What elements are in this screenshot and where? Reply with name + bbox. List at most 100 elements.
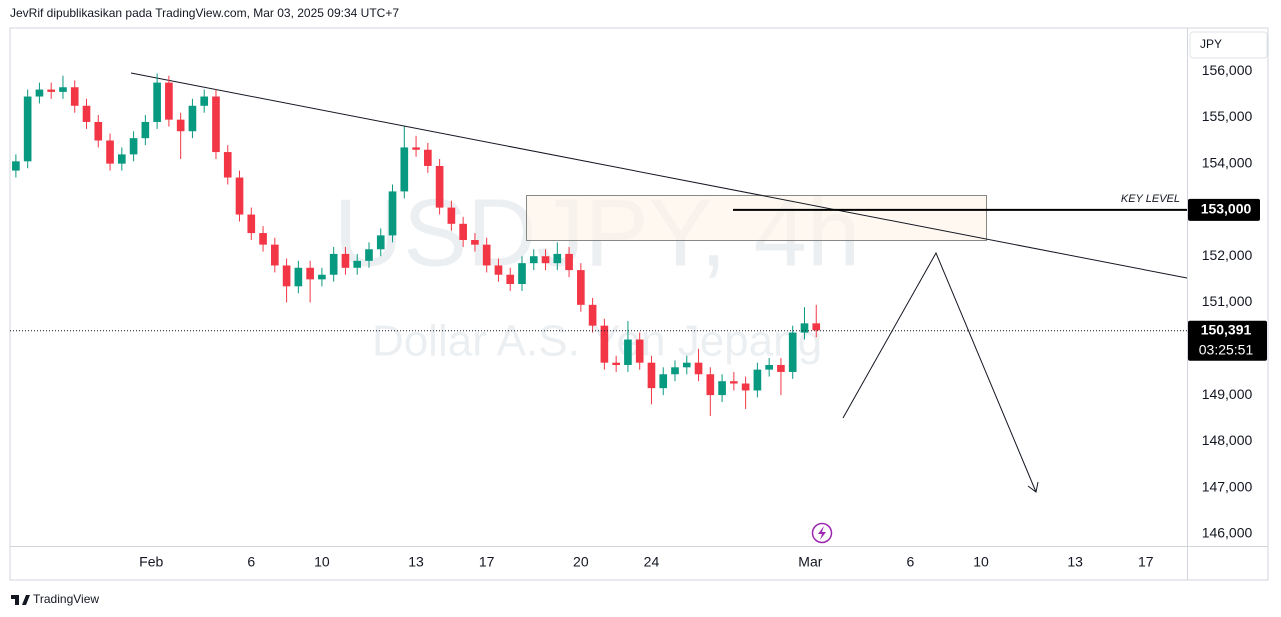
candle-body xyxy=(70,87,79,106)
candle-body xyxy=(459,223,467,241)
x-tick-label: 10 xyxy=(314,554,330,570)
candle-body xyxy=(329,253,338,275)
candle-body xyxy=(471,240,479,245)
candle-body xyxy=(200,96,209,106)
candle-body xyxy=(59,87,67,92)
x-tick-label: Feb xyxy=(139,554,163,570)
candle-body xyxy=(94,121,103,141)
candle-body xyxy=(141,121,150,139)
footer-logo: TradingView xyxy=(11,592,99,606)
candle-body xyxy=(553,253,562,264)
candle-body xyxy=(788,332,797,372)
x-tick-label: 6 xyxy=(247,554,255,570)
trend-line xyxy=(130,72,1188,279)
candle-body xyxy=(376,235,385,250)
candle-body xyxy=(106,140,114,164)
candle-body xyxy=(47,89,56,92)
candle-body xyxy=(588,304,597,326)
y-tick-label: 147,000 xyxy=(1202,478,1253,494)
candle-body xyxy=(365,249,373,261)
candle-body xyxy=(812,323,821,331)
candle-body xyxy=(35,89,44,97)
candle-body xyxy=(129,138,138,155)
candle-body xyxy=(223,152,232,178)
candle-body xyxy=(577,270,585,305)
candle-body xyxy=(165,82,173,120)
candle-body xyxy=(153,82,161,122)
candle-body xyxy=(188,105,197,132)
candle-body xyxy=(82,105,91,122)
x-tick-label: 6 xyxy=(907,554,915,570)
y-tick-label: 152,000 xyxy=(1202,247,1253,263)
candle-body xyxy=(294,267,303,287)
candle-body xyxy=(235,177,244,215)
candle-body xyxy=(624,339,632,366)
watermark-subtitle: Dollar A.S. Yen Jepang xyxy=(372,317,822,366)
currency-label: JPY xyxy=(1200,37,1222,51)
candle-body xyxy=(635,339,644,363)
candle-body xyxy=(494,265,503,275)
y-tick-label: 151,000 xyxy=(1202,293,1253,309)
y-tick-label: 156,000 xyxy=(1202,62,1253,78)
candle-body xyxy=(659,374,668,389)
candle-body xyxy=(388,191,397,236)
y-tick-label: 155,000 xyxy=(1202,108,1253,124)
candle-body xyxy=(612,362,620,366)
header-text: JevRif dipublikasikan pada TradingView.c… xyxy=(10,6,399,20)
currency-badge[interactable] xyxy=(1189,31,1268,59)
frame xyxy=(9,27,1269,581)
candle-body xyxy=(412,147,420,150)
candle-body xyxy=(353,260,362,268)
candle-body xyxy=(506,274,515,284)
candle-body xyxy=(800,323,809,333)
x-tick-label: 10 xyxy=(973,554,989,570)
event-bolt xyxy=(818,526,826,540)
candle-body xyxy=(176,119,185,132)
x-tick-label: 24 xyxy=(644,554,660,570)
projection-path xyxy=(842,251,1037,493)
candle-body xyxy=(765,365,773,370)
candle-body xyxy=(259,233,267,245)
logo-mark xyxy=(11,595,30,605)
candle-body xyxy=(741,383,750,391)
candle-body xyxy=(306,267,314,280)
x-tick-label: 17 xyxy=(1138,554,1154,570)
arrow-head xyxy=(1027,481,1039,493)
footer-text: TradingView xyxy=(33,592,99,606)
candle-body xyxy=(247,214,256,234)
candle-body xyxy=(529,256,538,264)
x-tick-label: 17 xyxy=(479,554,495,570)
candle-body xyxy=(541,256,550,264)
x-tick-label: 13 xyxy=(1067,554,1083,570)
candle-body xyxy=(23,96,32,162)
candle-body xyxy=(600,325,609,363)
x-tick-label: 13 xyxy=(408,554,424,570)
candle-body xyxy=(753,369,762,391)
candle-body xyxy=(718,381,726,396)
event-icon[interactable] xyxy=(811,522,833,544)
candle-body xyxy=(518,263,526,284)
candle-body xyxy=(341,253,350,268)
x-tick-label: 20 xyxy=(573,554,589,570)
zone-box xyxy=(526,195,987,241)
countdown-label: 03:25:51 xyxy=(1199,341,1254,357)
y-tick-label: 148,000 xyxy=(1202,432,1253,448)
candle-body xyxy=(482,244,491,266)
candle-body xyxy=(730,381,738,384)
y-tick-label: 149,000 xyxy=(1202,386,1253,402)
candle-body xyxy=(777,365,785,372)
candle-body xyxy=(647,362,656,389)
candle-body xyxy=(212,96,220,153)
candle-body xyxy=(12,161,20,171)
x-tick-label: Mar xyxy=(798,554,822,570)
candle-body xyxy=(424,149,432,166)
last-price-label: 150,391 xyxy=(1201,321,1252,337)
candle-body xyxy=(694,362,703,375)
key-level-label: 153,000 xyxy=(1201,201,1252,217)
candle-body xyxy=(447,207,456,224)
candle-body xyxy=(282,265,291,287)
candle-body xyxy=(565,253,573,271)
candle-body xyxy=(682,362,691,368)
